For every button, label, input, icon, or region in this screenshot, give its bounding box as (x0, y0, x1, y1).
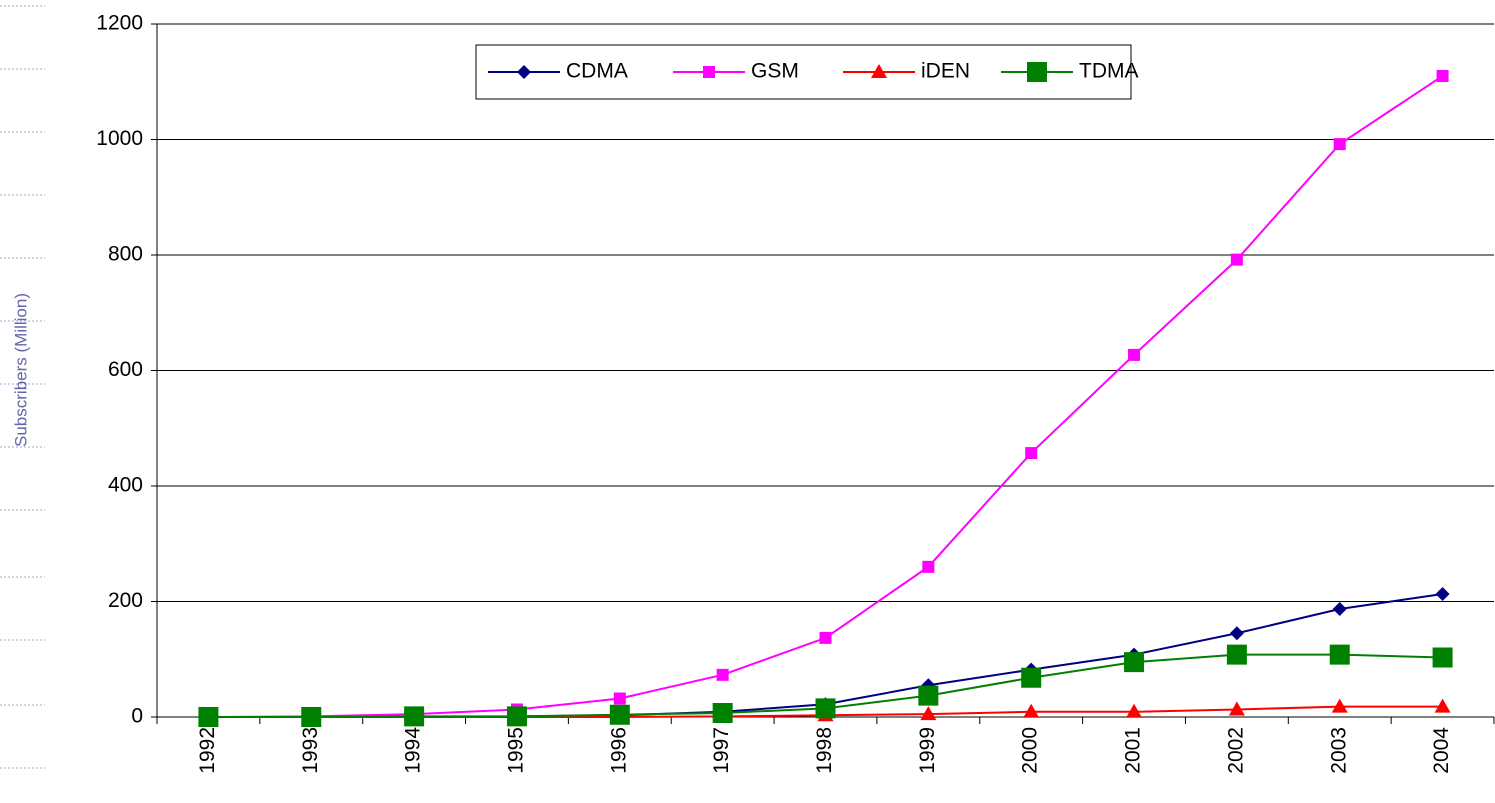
marker (517, 65, 531, 79)
marker (404, 706, 425, 727)
x-tick-label: 1996 (607, 727, 630, 774)
y-tick-label: 400 (108, 474, 143, 497)
legend-label: iDEN (921, 60, 970, 83)
y-tick-label: 600 (108, 358, 143, 381)
x-tick-label: 1998 (813, 727, 836, 774)
x-tick-label: 1993 (299, 727, 322, 774)
marker (920, 706, 937, 721)
marker (1126, 703, 1143, 718)
marker (1331, 698, 1348, 713)
marker (1228, 701, 1245, 716)
marker (609, 704, 630, 725)
x-tick-label: 2001 (1122, 727, 1145, 774)
marker (1332, 602, 1347, 617)
x-tick-label: 1995 (505, 727, 528, 774)
marker (1333, 138, 1346, 151)
y-tick-label: 1000 (96, 127, 143, 150)
x-tick-label: 2000 (1019, 727, 1042, 774)
marker (301, 707, 322, 727)
marker (703, 66, 715, 78)
marker (1226, 644, 1247, 665)
marker (1023, 703, 1040, 718)
marker (1436, 69, 1449, 82)
marker (1027, 62, 1047, 82)
marker (613, 692, 626, 705)
series-line (208, 75, 1444, 718)
marker (1025, 447, 1038, 460)
y-tick-label: 0 (131, 705, 143, 728)
marker (506, 706, 527, 727)
marker (1434, 698, 1451, 713)
marker (815, 698, 836, 719)
marker (918, 685, 939, 706)
marker (716, 668, 729, 681)
y-tick-label: 200 (108, 589, 143, 612)
marker (871, 64, 887, 78)
marker (819, 631, 832, 644)
marker (1435, 586, 1450, 601)
legend-label: CDMA (566, 60, 628, 83)
legend-label: TDMA (1079, 60, 1139, 83)
marker (1229, 626, 1244, 641)
marker (1128, 348, 1141, 361)
marker (712, 702, 733, 723)
x-tick-label: 2004 (1430, 727, 1453, 774)
y-tick-label: 800 (108, 243, 143, 266)
x-tick-label: 1999 (916, 727, 939, 774)
y-axis-label: Subscribers (Million) (11, 293, 30, 447)
marker (1230, 253, 1243, 266)
marker (1124, 652, 1145, 673)
marker (198, 707, 219, 727)
slide-decoration (0, 5, 45, 769)
legend-label: GSM (751, 60, 799, 83)
marker (1021, 667, 1042, 688)
x-tick-label: 2002 (1224, 727, 1247, 774)
x-tick-label: 1994 (402, 727, 425, 774)
x-tick-label: 1992 (196, 727, 219, 774)
marker (922, 560, 935, 573)
marker (1432, 647, 1453, 668)
marker (1329, 644, 1350, 665)
y-tick-label: 1200 (96, 12, 143, 35)
x-tick-label: 2003 (1327, 727, 1350, 774)
x-tick-label: 1997 (710, 727, 733, 774)
